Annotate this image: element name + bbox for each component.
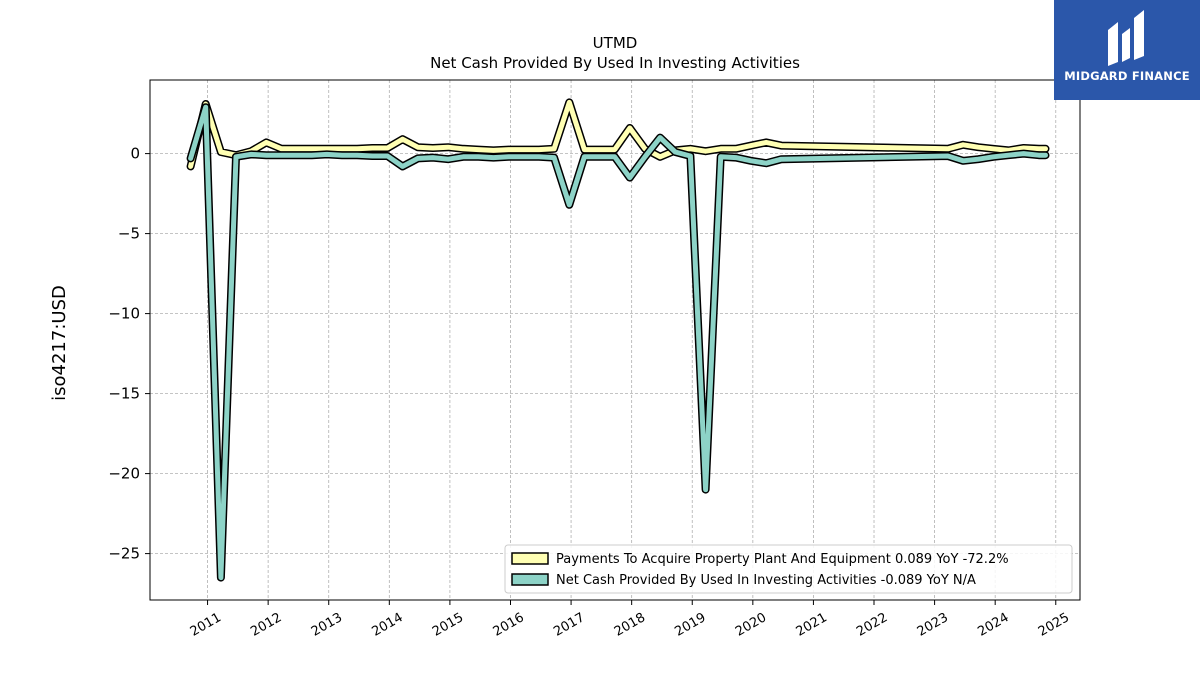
y-tick-label: −20 — [108, 465, 140, 483]
chart-subtitle: Net Cash Provided By Used In Investing A… — [430, 54, 800, 72]
x-tick-label: 2018 — [612, 610, 648, 640]
legend-label: Net Cash Provided By Used In Investing A… — [556, 573, 976, 588]
series-line — [188, 104, 1048, 581]
y-tick-label: −10 — [108, 305, 140, 323]
legend: Payments To Acquire Property Plant And E… — [504, 544, 1073, 594]
legend-swatch — [511, 552, 549, 565]
x-tick-label: 2017 — [551, 610, 587, 640]
y-axis-label: iso4217:USD — [49, 285, 70, 401]
logo-text: MIDGARD FINANCE — [1064, 69, 1190, 83]
x-tick-label: 2021 — [794, 610, 830, 640]
x-tick-label: 2014 — [369, 610, 405, 640]
x-tick-label: 2011 — [188, 610, 224, 640]
x-tick-label: 2022 — [854, 610, 890, 640]
legend-box — [504, 544, 1073, 594]
series-layer — [186, 98, 1050, 582]
legend-swatch — [511, 573, 549, 586]
x-tick-label: 2013 — [309, 610, 345, 640]
brand-logo: MIDGARD FINANCE — [1054, 0, 1200, 100]
x-tick-label: 2023 — [915, 610, 951, 640]
x-tick-label: 2016 — [491, 610, 527, 640]
x-tick-label: 2024 — [975, 610, 1011, 640]
series-line-outline — [186, 103, 1050, 582]
y-tick-label: −15 — [108, 385, 140, 403]
y-tick-label: 0 — [130, 145, 140, 163]
y-tick-label: −25 — [108, 545, 140, 563]
x-tick-label: 2025 — [1036, 610, 1072, 640]
chart-title: UTMD — [593, 34, 638, 52]
logo-mark-icon — [1108, 10, 1144, 66]
x-tick-label: 2020 — [733, 610, 769, 640]
plot-area-frame — [149, 79, 1081, 601]
x-tick-label: 2019 — [672, 610, 708, 640]
legend-label: Payments To Acquire Property Plant And E… — [556, 552, 1009, 567]
y-tick-label: −5 — [118, 225, 140, 243]
series-line — [188, 99, 1048, 169]
x-tick-label: 2015 — [430, 610, 466, 640]
x-tick-label: 2012 — [248, 610, 284, 640]
